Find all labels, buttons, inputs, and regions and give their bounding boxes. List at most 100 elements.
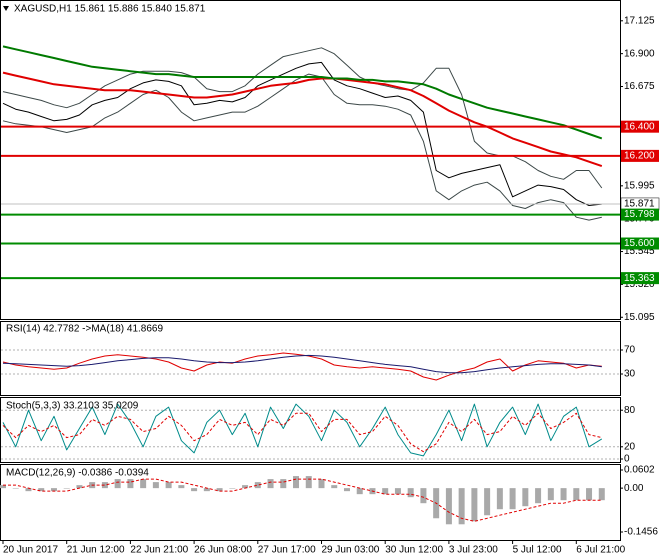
panel-frame (0, 321, 621, 396)
y-tick-label: 17.125 (624, 15, 655, 26)
histogram-bar (165, 482, 172, 489)
series-line (2, 412, 602, 453)
series-line (2, 352, 602, 381)
x-tick-label: 22 Jun 21:00 (130, 545, 188, 556)
histogram-bar (547, 488, 554, 501)
y-tick-label: 30 (624, 369, 636, 380)
x-tick-label: 3 Jul 23:00 (449, 545, 498, 556)
histogram-bar (229, 488, 236, 489)
x-tick-label: 26 Jun 08:00 (194, 545, 252, 556)
histogram-bar (496, 488, 503, 510)
histogram-bar (305, 476, 312, 489)
level-box (621, 237, 659, 250)
y-tick-label: 80 (624, 405, 636, 416)
histogram-bar (242, 485, 249, 489)
panel-frame (0, 397, 621, 463)
histogram-bar (586, 488, 593, 501)
histogram-bar (191, 488, 198, 492)
level-box (621, 149, 659, 162)
histogram-bar (318, 479, 325, 489)
level-box (621, 272, 659, 285)
histogram-bar (0, 485, 6, 489)
histogram-bar (356, 488, 363, 495)
histogram-bar (127, 479, 134, 489)
histogram-bar (254, 482, 261, 489)
y-tick-label: 16.675 (624, 81, 655, 92)
series-line (3, 478, 602, 522)
histogram-bar (407, 488, 414, 498)
histogram-bar (63, 488, 70, 489)
y-tick-label: 70 (624, 345, 636, 356)
histogram-bar (598, 488, 605, 501)
histogram-bar (216, 488, 223, 492)
level-label: 15.798 (624, 209, 655, 220)
panel-title: Stoch(5,3,3) 33.2103 35.0209 (6, 401, 139, 412)
x-tick-label: 30 Jun 12:00 (385, 545, 443, 556)
histogram-bar (522, 488, 529, 507)
level-label: 15.600 (624, 238, 655, 249)
histogram-bar (484, 488, 491, 516)
menu-arrow (3, 6, 9, 11)
level-box (621, 120, 659, 133)
histogram-bar (509, 488, 516, 510)
histogram-bar (382, 488, 389, 495)
last-price-label: 15.871 (624, 199, 655, 210)
histogram-bar (76, 485, 83, 489)
x-tick-label: 29 Jun 03:00 (322, 545, 380, 556)
histogram-bar (267, 479, 274, 489)
x-tick-label: 5 Jul 12:00 (513, 545, 562, 556)
y-tick-label: 15.545 (624, 246, 655, 257)
x-tick-label: 21 Jun 12:00 (67, 545, 125, 556)
series-line (2, 45, 603, 140)
histogram-bar (420, 488, 427, 504)
histogram-bar (573, 488, 580, 501)
y-tick-label: 0.00 (624, 483, 644, 494)
level-label: 16.200 (624, 151, 655, 162)
histogram-bar (203, 488, 210, 492)
histogram-bar (343, 488, 350, 492)
series-line (2, 403, 603, 457)
histogram-bar (50, 488, 57, 492)
y-tick-label: 20 (624, 441, 636, 452)
y-tick-label: 16.900 (624, 48, 655, 59)
y-tick-label: 15.320 (624, 279, 655, 290)
x-tick-label: 27 Jun 17:00 (258, 545, 316, 556)
histogram-bar (12, 488, 19, 489)
series-line (2, 71, 603, 168)
series-line (2, 61, 602, 206)
y-tick-label: 0.0602 (624, 465, 655, 476)
histogram-bar (458, 488, 465, 525)
level-box (621, 208, 659, 221)
panel-title: XAGUSD,H1 15.861 15.886 15.840 15.871 (14, 4, 206, 15)
histogram-bar (560, 488, 567, 501)
panel-title: MACD(12,26,9) -0.0386 -0.0394 (6, 468, 149, 479)
panel-title: RSI(14) 42.7782 ->MA(18) 41.8669 (6, 324, 163, 335)
x-tick-label: 20 Jun 2017 (3, 545, 58, 556)
y-tick-label: -0.1456 (624, 527, 658, 538)
histogram-bar (140, 479, 147, 489)
level-label: 15.363 (624, 273, 655, 284)
histogram-bar (178, 485, 185, 489)
histogram-bar (25, 488, 32, 492)
series-line (2, 354, 602, 374)
histogram-bar (38, 488, 45, 492)
histogram-bar (280, 479, 287, 489)
level-label: 16.400 (624, 121, 655, 132)
histogram-bar (535, 488, 542, 504)
histogram-bar (114, 479, 121, 489)
panel-frame (0, 0, 621, 320)
y-tick-label: 0 (624, 454, 630, 465)
histogram-bar (152, 482, 159, 489)
histogram-bar (101, 482, 108, 489)
y-tick-label: 15.995 (624, 180, 655, 191)
histogram-bar (331, 485, 338, 489)
panel-frame (0, 464, 621, 541)
histogram-bar (293, 476, 300, 489)
histogram-bar (445, 488, 452, 525)
y-tick-label: 15.095 (624, 312, 655, 323)
x-tick-label: 6 Jul 21:00 (576, 545, 625, 556)
histogram-bar (394, 488, 401, 495)
